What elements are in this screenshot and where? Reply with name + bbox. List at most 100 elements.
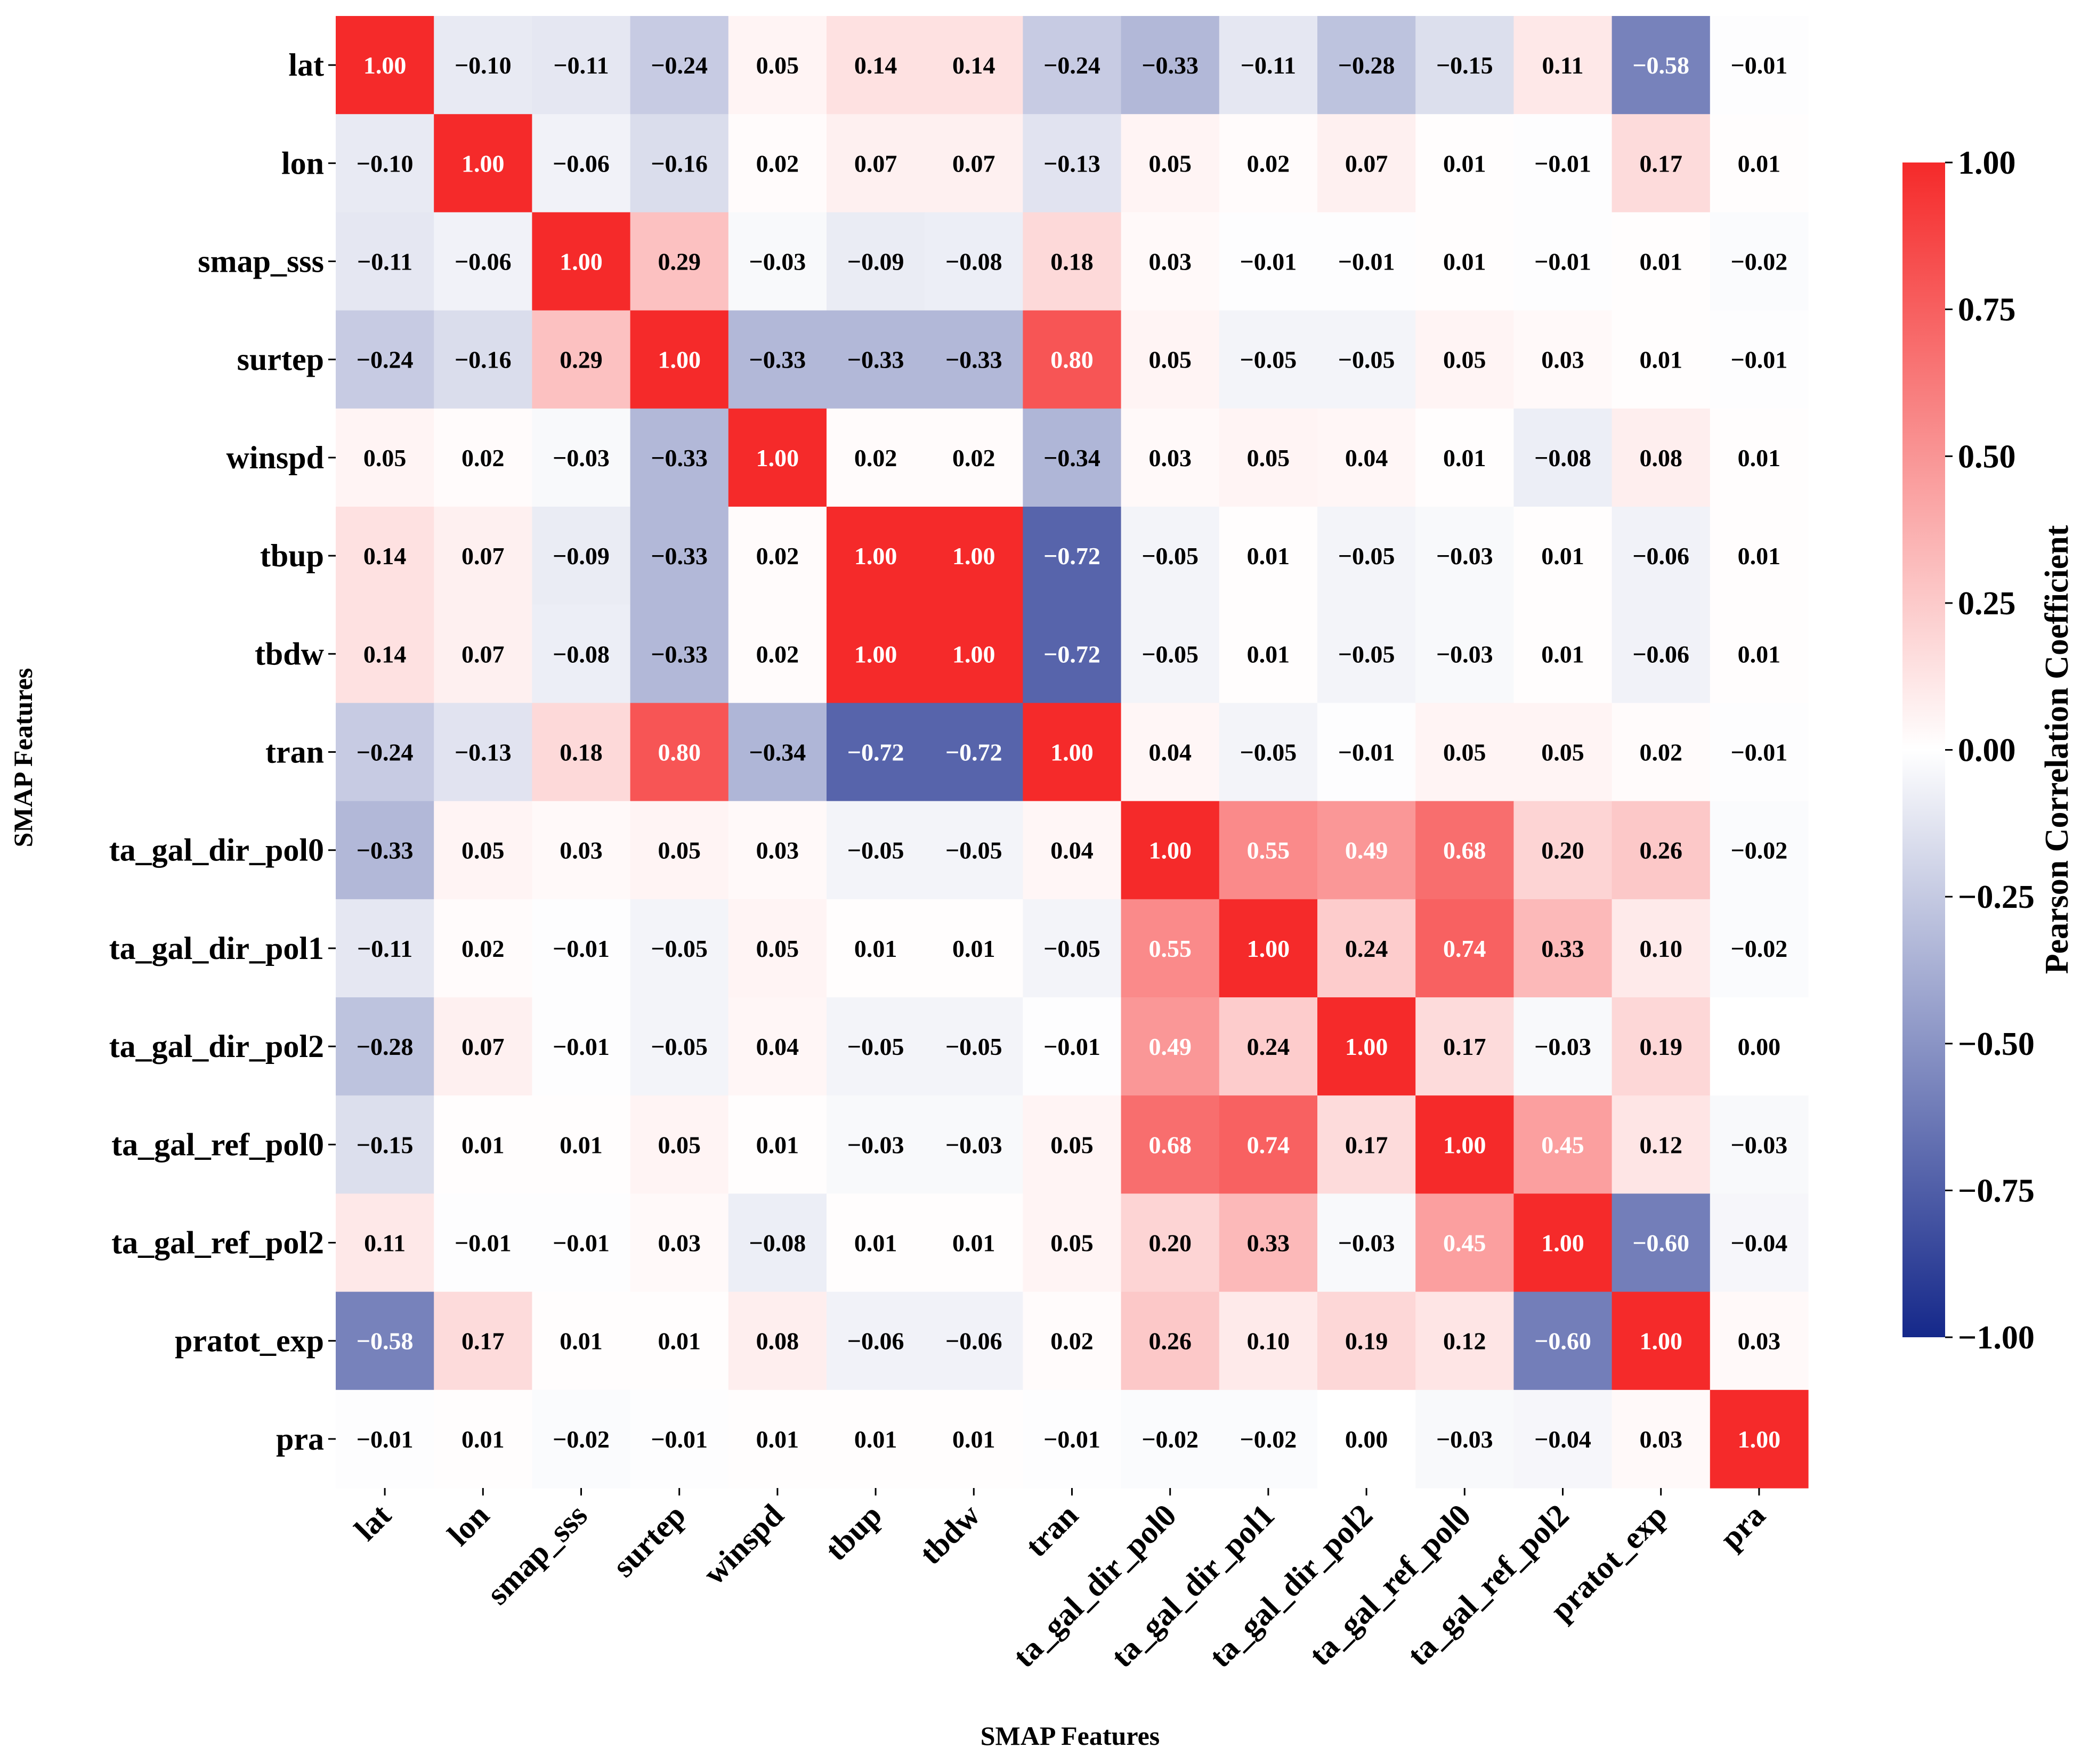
heatmap-cell <box>630 899 729 998</box>
cell-value-label: −0.01 <box>1338 248 1395 275</box>
y-tick-label: pra <box>276 1421 324 1457</box>
cell-value-label: −0.24 <box>651 52 708 79</box>
cell-value-label: 0.01 <box>1541 542 1584 570</box>
cell-value-label: −0.11 <box>1241 52 1296 79</box>
cell-value-label: 1.00 <box>756 444 799 472</box>
y-tick-label: ta_gal_dir_pol2 <box>109 1029 324 1064</box>
colorbar-tick-label: −1.00 <box>1958 1320 2035 1356</box>
heatmap-cell <box>1317 801 1416 900</box>
heatmap-cell <box>1612 114 1711 213</box>
cell-value-label: −0.28 <box>357 1033 414 1060</box>
cell-value-label: −0.06 <box>1632 542 1689 570</box>
cell-value-label: −0.08 <box>553 640 610 668</box>
cell-value-label: −0.03 <box>1436 542 1493 570</box>
cell-value-label: 0.01 <box>1247 640 1290 668</box>
heatmap-cell <box>827 801 925 900</box>
cell-value-label: 0.14 <box>952 52 995 79</box>
heatmap-cell <box>1513 16 1613 115</box>
heatmap-cell <box>827 605 925 703</box>
cell-value-label: −0.05 <box>1240 346 1297 373</box>
colorbar: 1.00 0.75 0.50 0.25 0.00 −0.25 −0.50 −0.75 −1.00 <box>1902 145 2035 1356</box>
heatmap-cell <box>1513 899 1613 998</box>
cell-value-label: −0.05 <box>1240 739 1297 766</box>
heatmap-cell <box>1317 1193 1416 1292</box>
cell-value-label: −0.03 <box>1338 1230 1395 1257</box>
cell-value-label: −0.01 <box>1534 248 1591 275</box>
cell-value-label: −0.33 <box>945 346 1002 373</box>
heatmap-cell <box>1415 16 1514 115</box>
cell-value-label: −0.01 <box>1043 1426 1100 1453</box>
heatmap-cell <box>1121 997 1220 1096</box>
cell-value-label: 1.00 <box>1541 1230 1584 1257</box>
colorbar-tick-label: 0.50 <box>1958 438 2016 475</box>
cell-value-label: 1.00 <box>461 150 505 177</box>
cell-value-label: 0.05 <box>1247 444 1290 472</box>
cell-value-label: −0.06 <box>847 1328 904 1355</box>
heatmap-cell <box>1023 212 1122 311</box>
cell-value-label: 0.02 <box>1247 150 1290 177</box>
heatmap-cell <box>1415 605 1514 703</box>
cell-value-label: −0.01 <box>1240 248 1297 275</box>
cell-value-label: 0.01 <box>560 1131 603 1158</box>
heatmap-cell <box>532 899 631 998</box>
heatmap-cell <box>1317 605 1416 703</box>
cell-value-label: 0.24 <box>1345 935 1388 962</box>
cell-value-label: −0.03 <box>847 1131 904 1158</box>
y-tick-label: lat <box>288 47 324 83</box>
heatmap-cell <box>1415 310 1514 409</box>
cell-value-label: −0.16 <box>455 346 512 373</box>
heatmap-cell <box>1612 1389 1711 1489</box>
cell-value-label: −0.34 <box>1043 444 1100 472</box>
cell-value-label: 0.12 <box>1639 1131 1682 1158</box>
cell-value-label: −0.05 <box>945 1033 1002 1060</box>
heatmap-cell <box>1415 212 1514 311</box>
cell-value-label: −0.01 <box>553 935 610 962</box>
heatmap-cell <box>1612 605 1711 703</box>
cell-value-label: −0.02 <box>1731 935 1788 962</box>
heatmap-cell <box>1513 408 1613 507</box>
cell-value-label: 0.03 <box>1148 248 1192 275</box>
cell-value-label: −0.15 <box>357 1131 414 1158</box>
heatmap-cell <box>925 899 1023 998</box>
cell-value-label: 0.02 <box>756 640 799 668</box>
x-tick-label: tran <box>1018 1498 1084 1564</box>
cell-value-label: 0.01 <box>658 1328 701 1355</box>
cell-value-label: 0.49 <box>1345 837 1388 864</box>
cell-value-label: 0.01 <box>1443 444 1486 472</box>
cell-value-label: 0.05 <box>1050 1230 1094 1257</box>
cell-value-label: 1.00 <box>1050 739 1094 766</box>
cell-value-label: −0.13 <box>455 739 512 766</box>
heatmap-cell <box>1612 703 1711 802</box>
colorbar-gradient <box>1902 162 1945 1337</box>
heatmap-cell <box>336 408 434 507</box>
heatmap-cell <box>728 899 827 998</box>
heatmap-cell <box>1219 801 1318 900</box>
heatmap-cell <box>1023 1389 1122 1489</box>
heatmap-cell <box>827 997 925 1096</box>
cell-value-label: −0.02 <box>1731 837 1788 864</box>
cell-value-label: −0.58 <box>1632 52 1689 79</box>
heatmap-cell <box>728 1389 827 1489</box>
cell-value-label: 0.33 <box>1541 935 1584 962</box>
cell-value-label: 0.05 <box>1541 739 1584 766</box>
cell-value-label: −0.60 <box>1632 1230 1689 1257</box>
cell-value-label: 0.18 <box>560 739 603 766</box>
cell-value-label: −0.05 <box>1338 640 1395 668</box>
heatmap-cell <box>728 997 827 1096</box>
heatmap-cell <box>925 507 1023 605</box>
heatmap-cell <box>630 507 729 605</box>
y-tick-label: pratot_exp <box>175 1323 324 1359</box>
heatmap-cell <box>630 605 729 703</box>
heatmap-cell <box>630 310 729 409</box>
cell-value-label: 0.33 <box>1247 1230 1290 1257</box>
cell-value-label: 0.01 <box>1443 248 1486 275</box>
heatmap-cell <box>1023 1193 1122 1292</box>
cell-value-label: −0.72 <box>945 739 1002 766</box>
heatmap-cell <box>630 703 729 802</box>
heatmap-cell <box>1710 1095 1809 1194</box>
heatmap-cell <box>434 1389 532 1489</box>
cell-value-label: 0.02 <box>1050 1328 1094 1355</box>
cell-value-label: 1.00 <box>952 640 995 668</box>
cell-value-label: −0.08 <box>945 248 1002 275</box>
heatmap-cell <box>827 1193 925 1292</box>
